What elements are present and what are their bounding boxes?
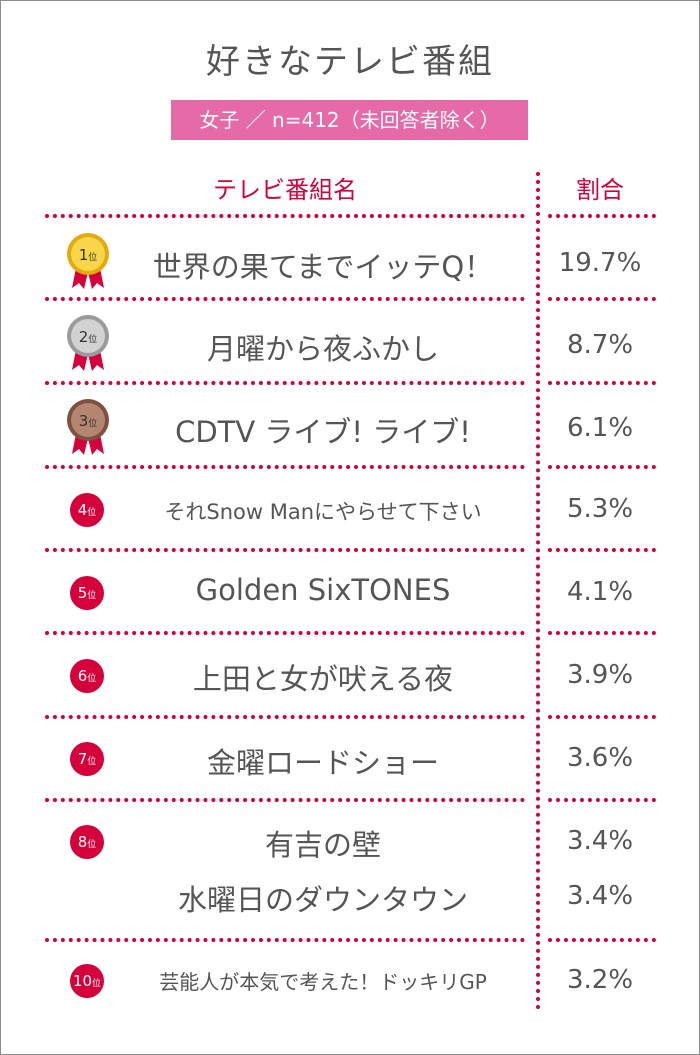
program-name: 金曜ロードショー [206,746,439,780]
row-divider [548,715,656,719]
row-divider [548,214,656,218]
row-divider [45,715,525,719]
share-value: 5.3% [566,494,634,524]
program-name: それSnow Manにやらせて下さい [164,500,482,524]
row-divider [45,297,525,301]
svg-text:1位: 1位 [79,246,98,264]
share-value: 3.6% [566,743,634,773]
row-divider [548,548,656,552]
row-divider [45,381,525,385]
share-value: 3.2% [566,965,634,995]
rank-badge-icon: 5位 [70,576,104,610]
program-name: 有吉の壁 [264,828,381,862]
row-divider [45,465,525,469]
column-header-share: 割合 [576,176,624,204]
column-header-name: テレビ番組名 [213,176,357,204]
rank-badge-icon: 4位 [70,493,104,527]
page-title: 好きなテレビ番組 [206,42,494,82]
program-name: 月曜から夜ふかし [206,332,439,366]
rank-badge-icon: 10位 [70,964,104,998]
rank-badge-icon: 8位 [70,825,104,859]
share-value: 3.4% [566,881,634,911]
bronze-medal-icon: 3位 [67,399,109,455]
row-divider [548,631,656,635]
row-divider [45,548,525,552]
gold-medal-icon: 1位 [67,233,109,289]
program-name: CDTV ライブ! ライブ! [175,415,471,449]
row-divider [548,297,656,301]
share-value: 3.9% [566,660,634,690]
row-divider [45,631,525,635]
share-value: 19.7% [558,248,642,278]
share-value: 3.4% [566,826,634,856]
program-name: 世界の果てまでイッテQ！ [152,250,494,284]
row-divider [45,938,525,942]
row-divider [548,381,656,385]
share-value: 8.7% [566,330,634,360]
svg-text:3位: 3位 [79,412,98,430]
row-divider [45,214,525,218]
svg-text:2位: 2位 [79,328,98,346]
row-divider [548,465,656,469]
row-divider [548,938,656,942]
program-name: Golden SixTONES [195,573,451,607]
rank-badge-icon: 6位 [70,659,104,693]
silver-medal-icon: 2位 [67,315,109,371]
rank-badge-icon: 7位 [70,742,104,776]
program-name: 上田と女が吠える夜 [192,662,454,696]
share-value: 4.1% [566,577,634,607]
sample-badge: 女子 ／ n=412（未回答者除く） [171,100,528,140]
program-name: 芸能人が本気で考えた！ドッキリGP [159,970,487,994]
row-divider [45,798,525,802]
row-divider [548,798,656,802]
column-divider [536,172,540,1010]
program-name: 水曜日のダウンタウン [177,883,468,917]
share-value: 6.1% [566,413,634,443]
